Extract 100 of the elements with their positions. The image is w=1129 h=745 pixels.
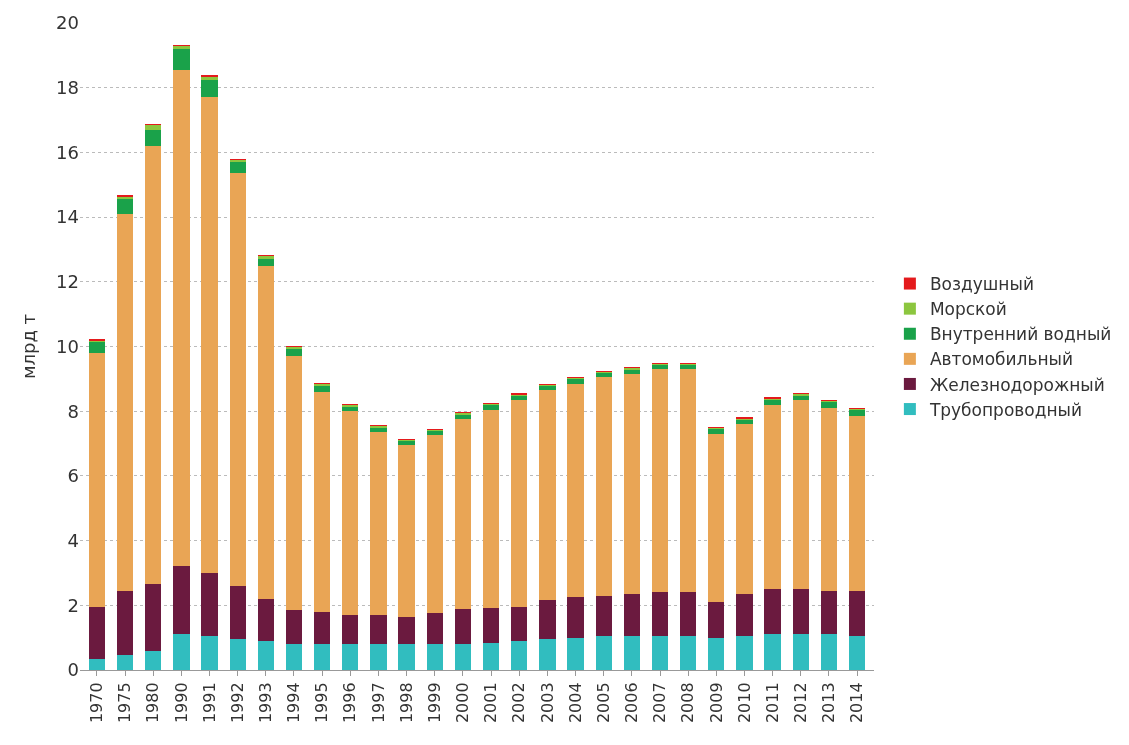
y-tick-label: 2 — [67, 594, 79, 616]
bar — [708, 602, 725, 638]
bar — [257, 265, 274, 599]
bar — [342, 411, 359, 616]
x-tick-label: 2014 — [847, 682, 867, 724]
x-tick-label: 2004 — [565, 682, 585, 724]
bar — [511, 640, 528, 670]
x-tick-label: 2009 — [706, 682, 726, 724]
x-tick-label: 2008 — [678, 682, 698, 724]
bar — [736, 424, 753, 594]
bar — [708, 637, 725, 670]
x-tick-label: 2012 — [790, 682, 810, 724]
bar — [342, 644, 359, 670]
x-tick-label: 1991 — [199, 682, 219, 724]
bar — [454, 608, 472, 645]
bar — [848, 590, 866, 637]
y-tick-label: 16 — [56, 141, 79, 163]
bar — [229, 585, 246, 640]
bar — [173, 566, 190, 635]
y-tick-label: 12 — [56, 271, 79, 293]
x-tick-label: 1975 — [115, 682, 135, 724]
bar — [623, 636, 641, 670]
bar — [145, 129, 162, 146]
bar — [342, 615, 359, 645]
y-tick-label: 14 — [56, 206, 79, 228]
bar — [88, 606, 106, 659]
bar — [173, 634, 190, 670]
bar — [88, 658, 106, 670]
legend-label: Автомобильный — [929, 349, 1074, 370]
bar — [313, 391, 331, 612]
y-tick-label: 0 — [67, 659, 79, 681]
bar — [848, 636, 866, 670]
bar — [482, 607, 500, 643]
x-tick-label: 1996 — [340, 682, 360, 724]
bar — [736, 593, 753, 637]
bar — [651, 636, 669, 670]
x-tick-label: 2007 — [650, 682, 670, 724]
bar — [145, 650, 162, 670]
bar — [313, 644, 331, 670]
bar — [820, 634, 838, 670]
bar — [454, 419, 472, 609]
x-tick-label: 1998 — [396, 682, 416, 724]
bar — [145, 145, 162, 585]
bar — [313, 611, 331, 645]
bar — [764, 589, 781, 635]
bar — [736, 636, 753, 670]
bar — [257, 640, 274, 670]
legend-label: Железнодорожный — [929, 374, 1105, 395]
x-tick-label: 1999 — [424, 682, 444, 724]
x-tick-label: 2000 — [453, 682, 473, 724]
bar — [398, 445, 415, 617]
bar — [145, 584, 162, 651]
bar — [595, 595, 612, 637]
bar — [764, 404, 781, 590]
bar — [88, 341, 106, 353]
bar — [201, 79, 218, 98]
bar — [848, 409, 866, 417]
x-tick-label: 1992 — [227, 682, 247, 724]
bar — [426, 644, 443, 670]
bar — [88, 352, 106, 607]
bar — [651, 369, 669, 593]
bar — [567, 597, 584, 638]
y-tick-label: 4 — [67, 529, 79, 551]
bar — [482, 404, 500, 410]
bar — [173, 69, 190, 567]
legend-label: Трубопроводный — [928, 399, 1083, 420]
x-tick-label: 1980 — [143, 682, 163, 724]
bar — [820, 590, 838, 635]
bar — [539, 390, 556, 601]
y-tick-label: 8 — [67, 400, 79, 422]
bar — [792, 634, 809, 670]
y-tick-label: 6 — [67, 465, 79, 487]
bar — [116, 199, 134, 214]
bar — [426, 435, 443, 614]
bar — [680, 636, 697, 670]
bar — [370, 644, 387, 670]
bar — [482, 409, 500, 608]
bar — [116, 590, 134, 656]
x-tick-label: 1990 — [171, 682, 191, 724]
bar — [426, 613, 443, 645]
x-tick-label: 2001 — [481, 682, 501, 724]
bar — [370, 615, 387, 645]
bar — [708, 433, 725, 603]
legend-label: Воздушный — [929, 274, 1034, 295]
bar — [116, 213, 134, 591]
bar — [511, 399, 528, 607]
bar — [454, 644, 472, 670]
bar — [285, 356, 303, 611]
bar — [313, 385, 331, 392]
bar — [201, 572, 218, 637]
bar — [567, 637, 584, 670]
x-tick-label: 2013 — [819, 682, 839, 724]
bar — [567, 378, 584, 384]
bar — [285, 610, 303, 645]
bar — [173, 48, 190, 70]
bar — [229, 639, 246, 670]
x-tick-label: 2010 — [734, 682, 754, 724]
bar — [539, 600, 556, 640]
y-tick-label: 18 — [56, 77, 79, 98]
x-tick-label: 2002 — [509, 682, 529, 724]
